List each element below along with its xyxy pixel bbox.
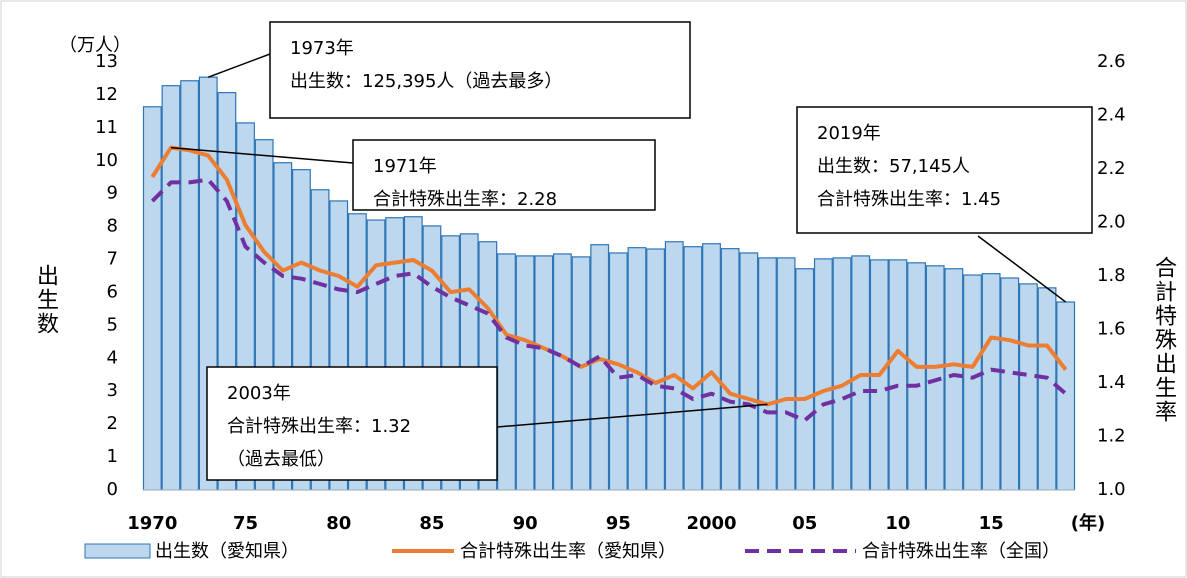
line-series xyxy=(150,145,1068,407)
x-tick-label: 75 xyxy=(233,513,258,534)
y2-axis-label: 合計特殊出生率 xyxy=(1151,256,1177,424)
y-tick-label: 4 xyxy=(107,347,118,368)
bar xyxy=(515,255,535,491)
x-tick-label: 90 xyxy=(513,513,538,534)
y-tick-label: 8 xyxy=(107,216,118,237)
annotation-leader xyxy=(977,235,1067,303)
y2-tick-label: 1.6 xyxy=(1097,319,1126,340)
annotation-text: 1973年 xyxy=(290,38,354,59)
y-tick-label: 9 xyxy=(107,183,118,204)
annotation-text: 合計特殊出生率：1.32 xyxy=(227,416,411,437)
y2-tick-label: 1.4 xyxy=(1097,372,1126,393)
bar xyxy=(646,248,666,491)
annotation-text: 出生数：57,145人 xyxy=(817,156,970,177)
bar xyxy=(720,248,740,491)
y-tick-label: 6 xyxy=(107,281,118,302)
bar xyxy=(534,255,554,491)
x-tick-label: 2000 xyxy=(686,513,736,534)
bar xyxy=(664,241,684,491)
y-tick-label: 0 xyxy=(107,479,118,500)
line-series xyxy=(150,177,1068,423)
y2-tick-label: 2.4 xyxy=(1097,105,1126,126)
y2-tick-label: 1.0 xyxy=(1097,479,1126,500)
bar xyxy=(683,246,703,491)
annotation-text: （過去最低） xyxy=(227,449,335,470)
bar xyxy=(888,259,908,491)
y-tick-label: 10 xyxy=(95,150,118,171)
y-tick-label: 13 xyxy=(95,51,118,72)
x-tick-label: 1970 xyxy=(127,513,177,534)
bar xyxy=(180,80,200,491)
y2-tick-label: 2.2 xyxy=(1097,158,1126,179)
annotation-leader xyxy=(496,403,768,428)
x-tick-label: 80 xyxy=(326,513,351,534)
bar xyxy=(851,255,871,491)
bar xyxy=(1037,287,1057,491)
legend-label: 合計特殊出生率（愛知県） xyxy=(460,541,676,562)
y-tick-label: 2 xyxy=(107,413,118,434)
y2-tick-label: 2.6 xyxy=(1097,51,1126,72)
x-tick-label: 95 xyxy=(606,513,631,534)
x-tick-label: 10 xyxy=(885,513,910,534)
annotation-box xyxy=(352,139,656,211)
bar xyxy=(1000,277,1020,491)
bar xyxy=(571,256,591,491)
y-tick-label: 3 xyxy=(107,380,118,401)
bar xyxy=(925,265,945,491)
bar xyxy=(1018,283,1038,491)
y2-tick-label: 2.0 xyxy=(1097,212,1126,233)
annotation-text: 2019年 xyxy=(817,123,881,144)
annotation-box xyxy=(206,366,498,481)
annotation-text: 出生数：125,395人（過去最多） xyxy=(290,71,562,92)
y-tick-label: 12 xyxy=(95,84,118,105)
annotation-text: 2003年 xyxy=(227,383,291,404)
annotation-box xyxy=(269,21,691,119)
bar xyxy=(497,253,516,491)
x-tick-label: 85 xyxy=(419,513,444,534)
bar xyxy=(981,273,1001,491)
y-tick-label: 1 xyxy=(107,446,118,467)
bar xyxy=(832,257,852,491)
legend-swatch xyxy=(84,543,151,559)
y-axis-label: 出生数 xyxy=(33,264,59,336)
x-tick-label: 05 xyxy=(792,513,817,534)
y2-tick-label: 1.2 xyxy=(1097,426,1126,447)
y-tick-label: 7 xyxy=(107,249,118,270)
bar xyxy=(944,268,964,491)
bar xyxy=(963,274,982,491)
bar xyxy=(590,244,610,491)
annotation-text: 合計特殊出生率：1.45 xyxy=(817,189,1001,210)
y-tick-label: 11 xyxy=(95,117,118,138)
bar xyxy=(776,257,796,491)
x-axis-label: (年) xyxy=(1071,512,1105,534)
bar xyxy=(907,262,926,491)
annotation-leader xyxy=(207,53,271,78)
bar xyxy=(1056,301,1076,491)
bar xyxy=(739,252,759,491)
x-tick-label: 15 xyxy=(979,513,1004,534)
y-unit-label: （万人） xyxy=(59,35,131,56)
annotation-leader xyxy=(170,146,354,164)
bar xyxy=(813,258,833,491)
bar xyxy=(552,253,572,491)
annotation-box xyxy=(796,106,1093,234)
legend-label: 出生数（愛知県） xyxy=(155,541,299,562)
legend-label: 合計特殊出生率（全国） xyxy=(862,541,1060,562)
y-tick-label: 5 xyxy=(107,314,118,335)
bar xyxy=(702,243,721,491)
annotation-text: 1971年 xyxy=(373,156,437,177)
bar xyxy=(758,257,777,491)
annotation-text: 合計特殊出生率：2.28 xyxy=(373,189,557,210)
bar xyxy=(795,268,815,491)
y2-tick-label: 1.8 xyxy=(1097,265,1126,286)
